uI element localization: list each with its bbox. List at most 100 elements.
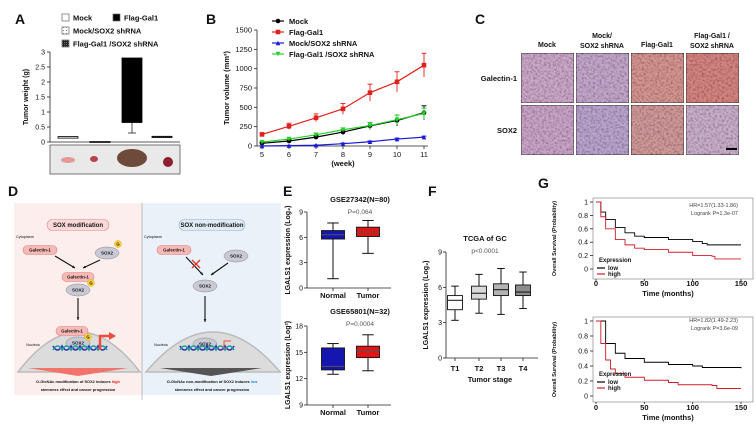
- p-value: P=0.0004: [346, 321, 374, 328]
- pathway-title-shape: [178, 219, 246, 231]
- sox2-label: SOX2: [199, 342, 212, 347]
- data-point: [340, 106, 346, 112]
- y-axis-label: Tumor weight (g): [23, 69, 30, 125]
- y-tick-label: 6: [299, 235, 303, 242]
- tumor: [90, 156, 98, 162]
- data-point: [421, 134, 427, 140]
- sox2-shape: [94, 246, 120, 260]
- data-point: [340, 141, 346, 146]
- hazard-ratio-annotation: Logrank P=1.3e-07: [691, 211, 738, 217]
- chart-title: GSE65801(N=32): [330, 307, 390, 316]
- transcription-arrow: [98, 334, 110, 350]
- tumor: [61, 157, 75, 163]
- ihc-image: [685, 52, 740, 104]
- pathway-title: SOX modification: [53, 223, 103, 229]
- y-tick-label: 500: [239, 103, 252, 112]
- galectin-1-label-shape: [55, 326, 89, 336]
- data-point: [421, 111, 427, 116]
- y-tick-label: 6: [438, 285, 442, 292]
- y-tick-label: 1.5: [35, 95, 45, 102]
- y-axis-label: Tumor volume (mm³): [222, 50, 231, 125]
- bar: [89, 141, 111, 143]
- sox2-label: SOX2: [101, 251, 114, 256]
- x-tick-label: Normal: [320, 291, 346, 300]
- dna-strand: [179, 345, 235, 352]
- p-value: P=0.064: [348, 209, 373, 216]
- x-tick-label: 100: [686, 403, 699, 412]
- y-tick-label: 0: [584, 394, 588, 401]
- chart-title: TCGA of GC: [463, 234, 507, 243]
- tumor: [117, 149, 147, 167]
- legend-swatch: [61, 39, 70, 48]
- y-axis-label: LGALS1 expression (Log₂): [285, 205, 292, 294]
- y-tick-label: 12: [295, 376, 303, 383]
- x-tick-label: 150: [735, 279, 748, 288]
- nucleus-label: Nucleus: [26, 343, 40, 347]
- dna-strand: [52, 345, 108, 352]
- data-point: [394, 117, 400, 123]
- data-point: [313, 142, 319, 148]
- g-label: G: [116, 242, 119, 247]
- y-axis-label: Overall Survival (Probability): [552, 201, 558, 276]
- legend-label: high: [608, 386, 621, 392]
- y-tick-label: 0: [248, 142, 252, 151]
- y-tick-label: 9: [438, 250, 442, 257]
- galectin-1-label: Galectin-1: [163, 248, 185, 253]
- ihc-image: [630, 104, 685, 156]
- panel-label: E: [283, 183, 292, 199]
- arrow-head: [83, 265, 86, 269]
- legend-label: Flag-Gal1: [289, 28, 323, 37]
- box: [321, 347, 345, 371]
- transcription-arrow: [223, 340, 231, 350]
- legend-label: Mock/SOX2 shRNA: [289, 39, 358, 48]
- plot-frame: [592, 197, 754, 280]
- x-tick-label: 6: [287, 150, 291, 159]
- y-tick-label: 0.5: [35, 125, 45, 132]
- g-label: G: [86, 335, 89, 340]
- x-tick-label: 7: [314, 150, 318, 159]
- survival-curve: [596, 201, 741, 246]
- p-value: p<0.0001: [471, 248, 499, 255]
- sox2-label: SOX2: [230, 254, 243, 259]
- y-axis-label: LGALS1 expression (Log₂): [423, 260, 430, 349]
- legend-swatch: [61, 13, 70, 22]
- x-tick-label: 5: [260, 150, 264, 159]
- column-header: Flag-Gal1: [641, 42, 673, 49]
- caption-highlight: low: [251, 379, 258, 384]
- ihc-image: [685, 104, 740, 156]
- pathway-title: SOX non-modification: [181, 223, 244, 229]
- sox2-shape: [192, 279, 218, 293]
- legend-swatch: [61, 26, 70, 35]
- y-tick-label: 250: [239, 122, 252, 131]
- row-label: Galectin-1: [481, 74, 517, 83]
- x-tick-label: 100: [686, 279, 699, 288]
- data-point: [394, 79, 400, 85]
- data-point: [259, 132, 265, 137]
- arrow: [210, 262, 229, 276]
- cytoplasm-label: Cytoplasm: [16, 235, 34, 239]
- panel-label: D: [8, 183, 18, 199]
- y-tick-label: 3: [41, 50, 45, 57]
- legend-title: Expression: [599, 258, 632, 264]
- x-tick-label: 50: [640, 403, 648, 412]
- x-tick-label: T3: [497, 364, 506, 373]
- y-tick-label: 3: [438, 320, 442, 327]
- data-point: [340, 129, 346, 135]
- y-tick-label: 18: [295, 324, 303, 331]
- legend-label: Flag-Gal1 /SOX2 shRNA: [289, 50, 375, 59]
- galectin-1-label: Galectin-1: [67, 275, 89, 280]
- y-tick-label: 1000: [235, 64, 252, 73]
- y-tick-label: 1250: [235, 45, 252, 54]
- o-glcnac-badge: [87, 279, 95, 287]
- x-tick-label: 150: [735, 403, 748, 412]
- data-point: [313, 115, 319, 121]
- y-tick-label: 750: [239, 84, 252, 93]
- nucleus-label: Nucleus: [154, 343, 168, 347]
- x-tick-label: T1: [451, 364, 460, 373]
- y-tick-label: 15: [295, 350, 303, 357]
- data-point: [286, 136, 292, 142]
- hazard-ratio-annotation: HR=1.82(1.49-2.23): [689, 318, 738, 324]
- box: [447, 295, 463, 311]
- y-tick-label: 0: [438, 356, 442, 363]
